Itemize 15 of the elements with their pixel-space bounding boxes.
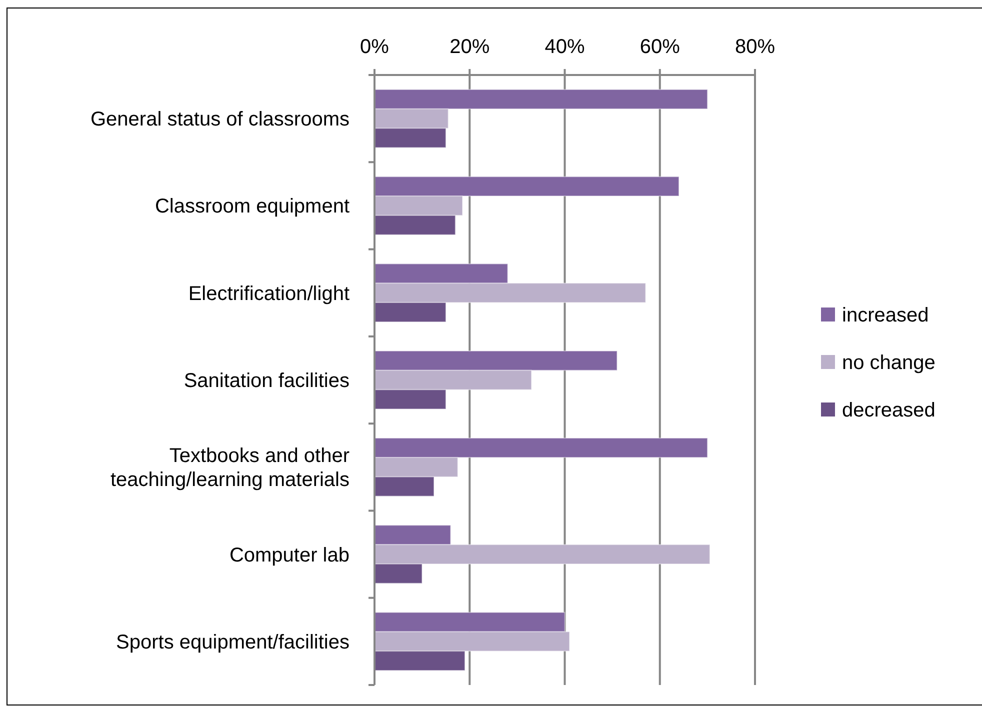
y-tick-label: Computer lab [229,544,350,566]
x-tick-label: 60% [640,36,680,58]
legend-label: no change [842,352,936,374]
x-tick-label: 0% [360,36,390,58]
legend-label: increased [842,304,929,326]
x-tick-label: 40% [544,36,585,58]
x-tick-label: 80% [734,36,776,58]
y-tick-label: Electrification/light [188,282,350,305]
legend-label: decreased [842,400,936,422]
y-tick-label: General status of classrooms [90,108,350,131]
y-tick-label: Textbooks and other teaching/learning materials [110,445,350,492]
y-tick-label: Sanitation facilities [184,370,350,392]
y-tick-label: Sports equipment/facilities [116,631,350,654]
x-tick-label: 20% [450,36,490,58]
y-tick-label: Classroom equipment [154,196,350,218]
